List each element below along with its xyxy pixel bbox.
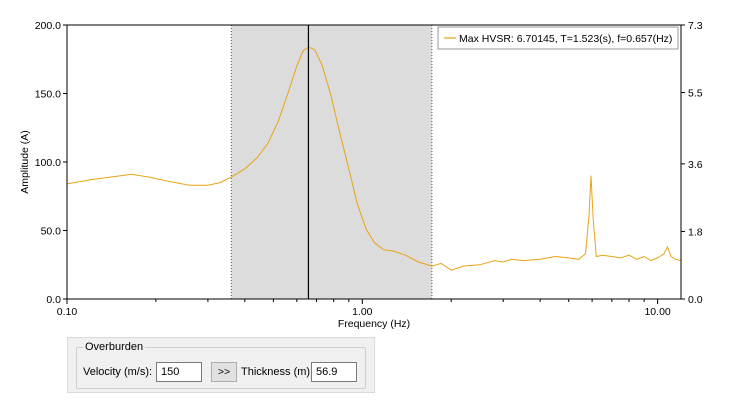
hvsr-chart: 0.10 1.00 10.00 0.0 50.0 100.0 150.0 200.0 0.0 1.… (19, 20, 703, 330)
overburden-group: Overburden Velocity (m/s): >> Thickness … (76, 341, 366, 389)
y2-tick-label: 0.0 (688, 294, 703, 306)
legend-box (437, 26, 679, 50)
y-axis-label: Amplitude (A) (19, 130, 31, 194)
compute-thickness-button[interactable]: >> (211, 362, 237, 382)
y2-tick-label: 3.6 (688, 159, 703, 171)
shaded-band (231, 25, 432, 299)
velocity-input[interactable] (156, 362, 202, 382)
legend: Max HVSR: 6.70145, T=1.523(s), f=0.657(H… (437, 26, 679, 50)
x-axis-label: Frequency (Hz) (338, 318, 410, 330)
legend-entry: Max HVSR: 6.70145, T=1.523(s), f=0.657(H… (459, 33, 672, 45)
overburden-panel: Overburden Velocity (m/s): >> Thickness … (67, 337, 375, 393)
thickness-input[interactable] (311, 362, 357, 382)
thickness-label: Thickness (m): (241, 366, 314, 378)
y2-tick-label: 5.5 (688, 88, 703, 100)
x-tick-label: 0.10 (57, 306, 78, 318)
velocity-label: Velocity (m/s): (83, 366, 153, 378)
y-tick-label: 0.0 (46, 294, 61, 306)
y2-tick-label: 7.3 (688, 20, 703, 32)
x-tick-label: 1.00 (352, 306, 373, 318)
overburden-title: Overburden (83, 341, 146, 353)
y-tick-label: 150.0 (35, 89, 61, 101)
y-tick-label: 200.0 (35, 20, 61, 32)
y-tick-label: 50.0 (41, 226, 62, 238)
y-tick-label: 100.0 (35, 157, 61, 169)
x-tick-label: 10.00 (644, 306, 670, 318)
series-line (66, 46, 682, 271)
y2-tick-label: 1.8 (688, 226, 703, 238)
axis-ticks: 0.10 1.00 10.00 0.0 50.0 100.0 150.0 200.0 0.0 1.… (35, 20, 703, 318)
